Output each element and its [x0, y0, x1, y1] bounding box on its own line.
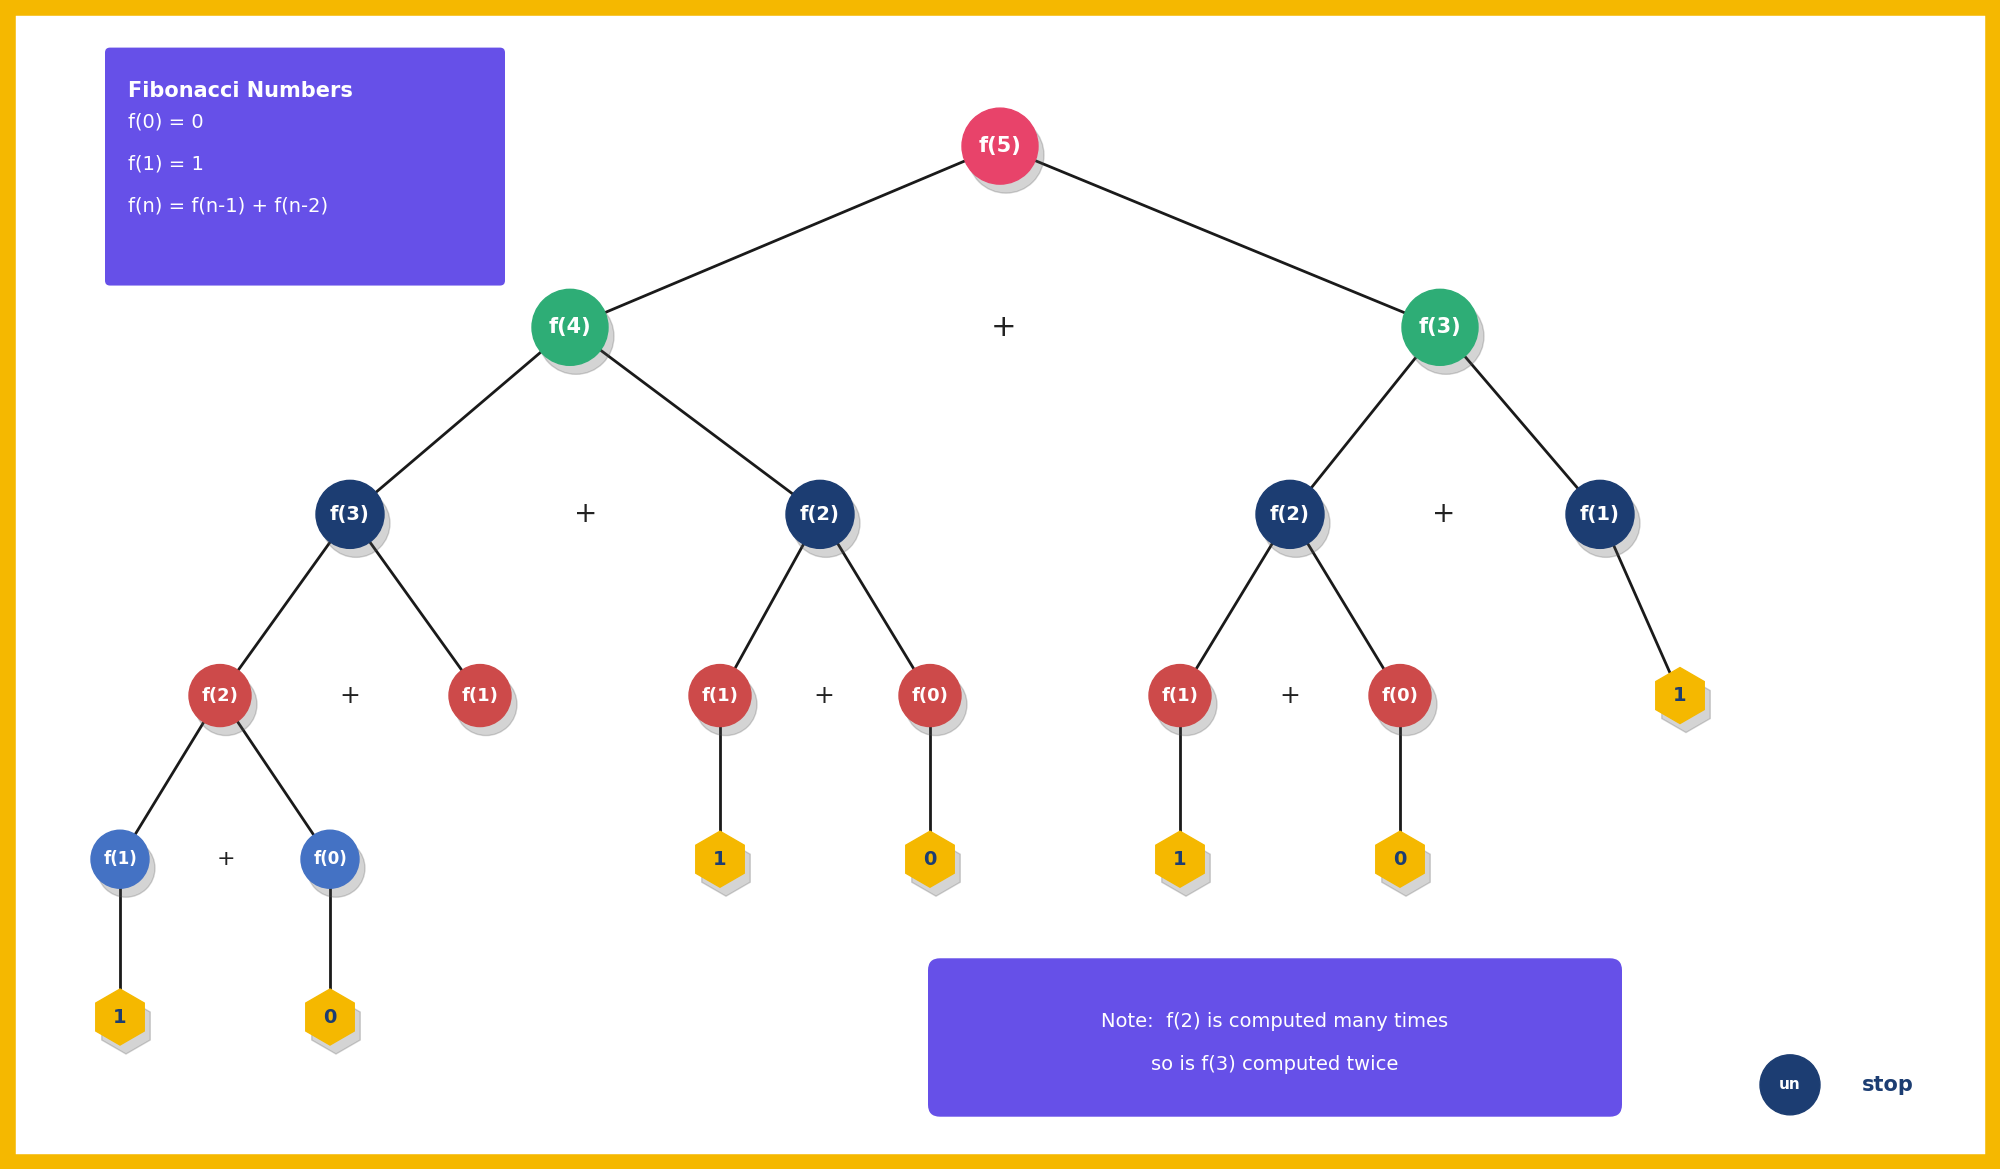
- Circle shape: [322, 490, 390, 558]
- Circle shape: [1402, 289, 1478, 366]
- Circle shape: [92, 830, 148, 888]
- Circle shape: [532, 289, 608, 366]
- Circle shape: [1148, 664, 1212, 727]
- Text: f(2): f(2): [800, 505, 840, 524]
- Text: +: +: [216, 849, 236, 870]
- Text: f(1): f(1): [702, 686, 738, 705]
- Text: 1: 1: [114, 1008, 126, 1026]
- FancyBboxPatch shape: [928, 959, 1622, 1116]
- Text: +: +: [814, 684, 834, 707]
- Circle shape: [454, 673, 516, 735]
- Text: stop: stop: [1862, 1074, 1914, 1095]
- Text: f(0): f(0): [1382, 686, 1418, 705]
- Polygon shape: [1376, 831, 1424, 887]
- Circle shape: [968, 117, 1044, 193]
- Circle shape: [316, 480, 384, 548]
- Polygon shape: [306, 989, 354, 1045]
- Text: 0: 0: [924, 850, 936, 869]
- Text: f(2): f(2): [1270, 505, 1310, 524]
- Text: 0: 0: [324, 1008, 336, 1026]
- Circle shape: [786, 480, 854, 548]
- Text: so is f(3) computed twice: so is f(3) computed twice: [1152, 1054, 1398, 1074]
- Circle shape: [1408, 298, 1484, 374]
- Polygon shape: [912, 841, 960, 897]
- Circle shape: [538, 298, 614, 374]
- Circle shape: [1156, 673, 1216, 735]
- Text: 1: 1: [1674, 686, 1686, 705]
- Polygon shape: [702, 841, 750, 897]
- Circle shape: [1262, 490, 1330, 558]
- Text: 1: 1: [714, 850, 726, 869]
- Circle shape: [792, 490, 860, 558]
- Circle shape: [696, 673, 756, 735]
- FancyBboxPatch shape: [104, 48, 504, 285]
- Circle shape: [190, 664, 252, 727]
- Text: +: +: [574, 500, 598, 528]
- Text: f(n) = f(n-1) + f(n-2): f(n) = f(n-1) + f(n-2): [128, 196, 328, 215]
- Circle shape: [1256, 480, 1324, 548]
- Circle shape: [1566, 480, 1634, 548]
- Circle shape: [96, 839, 156, 898]
- Text: +: +: [992, 313, 1016, 341]
- Text: f(2): f(2): [202, 686, 238, 705]
- Text: Note:  f(2) is computed many times: Note: f(2) is computed many times: [1102, 1012, 1448, 1031]
- Circle shape: [308, 839, 366, 898]
- Text: f(0): f(0): [314, 850, 346, 869]
- Polygon shape: [906, 831, 954, 887]
- Polygon shape: [1382, 841, 1430, 897]
- Text: f(1) = 1: f(1) = 1: [128, 154, 204, 174]
- Text: f(1): f(1): [1580, 505, 1620, 524]
- Polygon shape: [1156, 831, 1204, 887]
- Text: f(1): f(1): [462, 686, 498, 705]
- Text: f(1): f(1): [1162, 686, 1198, 705]
- Circle shape: [1572, 490, 1640, 558]
- Polygon shape: [1662, 677, 1710, 733]
- Polygon shape: [1162, 841, 1210, 897]
- Circle shape: [1376, 673, 1436, 735]
- Text: f(0): f(0): [912, 686, 948, 705]
- Polygon shape: [1656, 667, 1704, 724]
- Polygon shape: [312, 998, 360, 1054]
- Circle shape: [962, 108, 1038, 185]
- Text: f(3): f(3): [330, 505, 370, 524]
- Circle shape: [448, 664, 512, 727]
- Circle shape: [688, 664, 752, 727]
- Text: +: +: [1432, 500, 1456, 528]
- Polygon shape: [696, 831, 744, 887]
- Text: +: +: [1280, 684, 1300, 707]
- Polygon shape: [102, 998, 150, 1054]
- Text: Fibonacci Numbers: Fibonacci Numbers: [128, 81, 352, 101]
- Text: 1: 1: [1174, 850, 1186, 869]
- Text: f(1): f(1): [104, 850, 136, 869]
- Circle shape: [196, 673, 256, 735]
- Text: 0: 0: [1394, 850, 1406, 869]
- Text: un: un: [1780, 1078, 1800, 1092]
- Text: +: +: [340, 684, 360, 707]
- Circle shape: [906, 673, 968, 735]
- Text: f(3): f(3): [1418, 317, 1462, 338]
- Circle shape: [900, 664, 962, 727]
- Text: f(0) = 0: f(0) = 0: [128, 112, 204, 132]
- Polygon shape: [96, 989, 144, 1045]
- Circle shape: [1760, 1054, 1820, 1115]
- Circle shape: [1368, 664, 1432, 727]
- Circle shape: [300, 830, 360, 888]
- Text: f(4): f(4): [548, 317, 592, 338]
- Text: f(5): f(5): [978, 136, 1022, 157]
